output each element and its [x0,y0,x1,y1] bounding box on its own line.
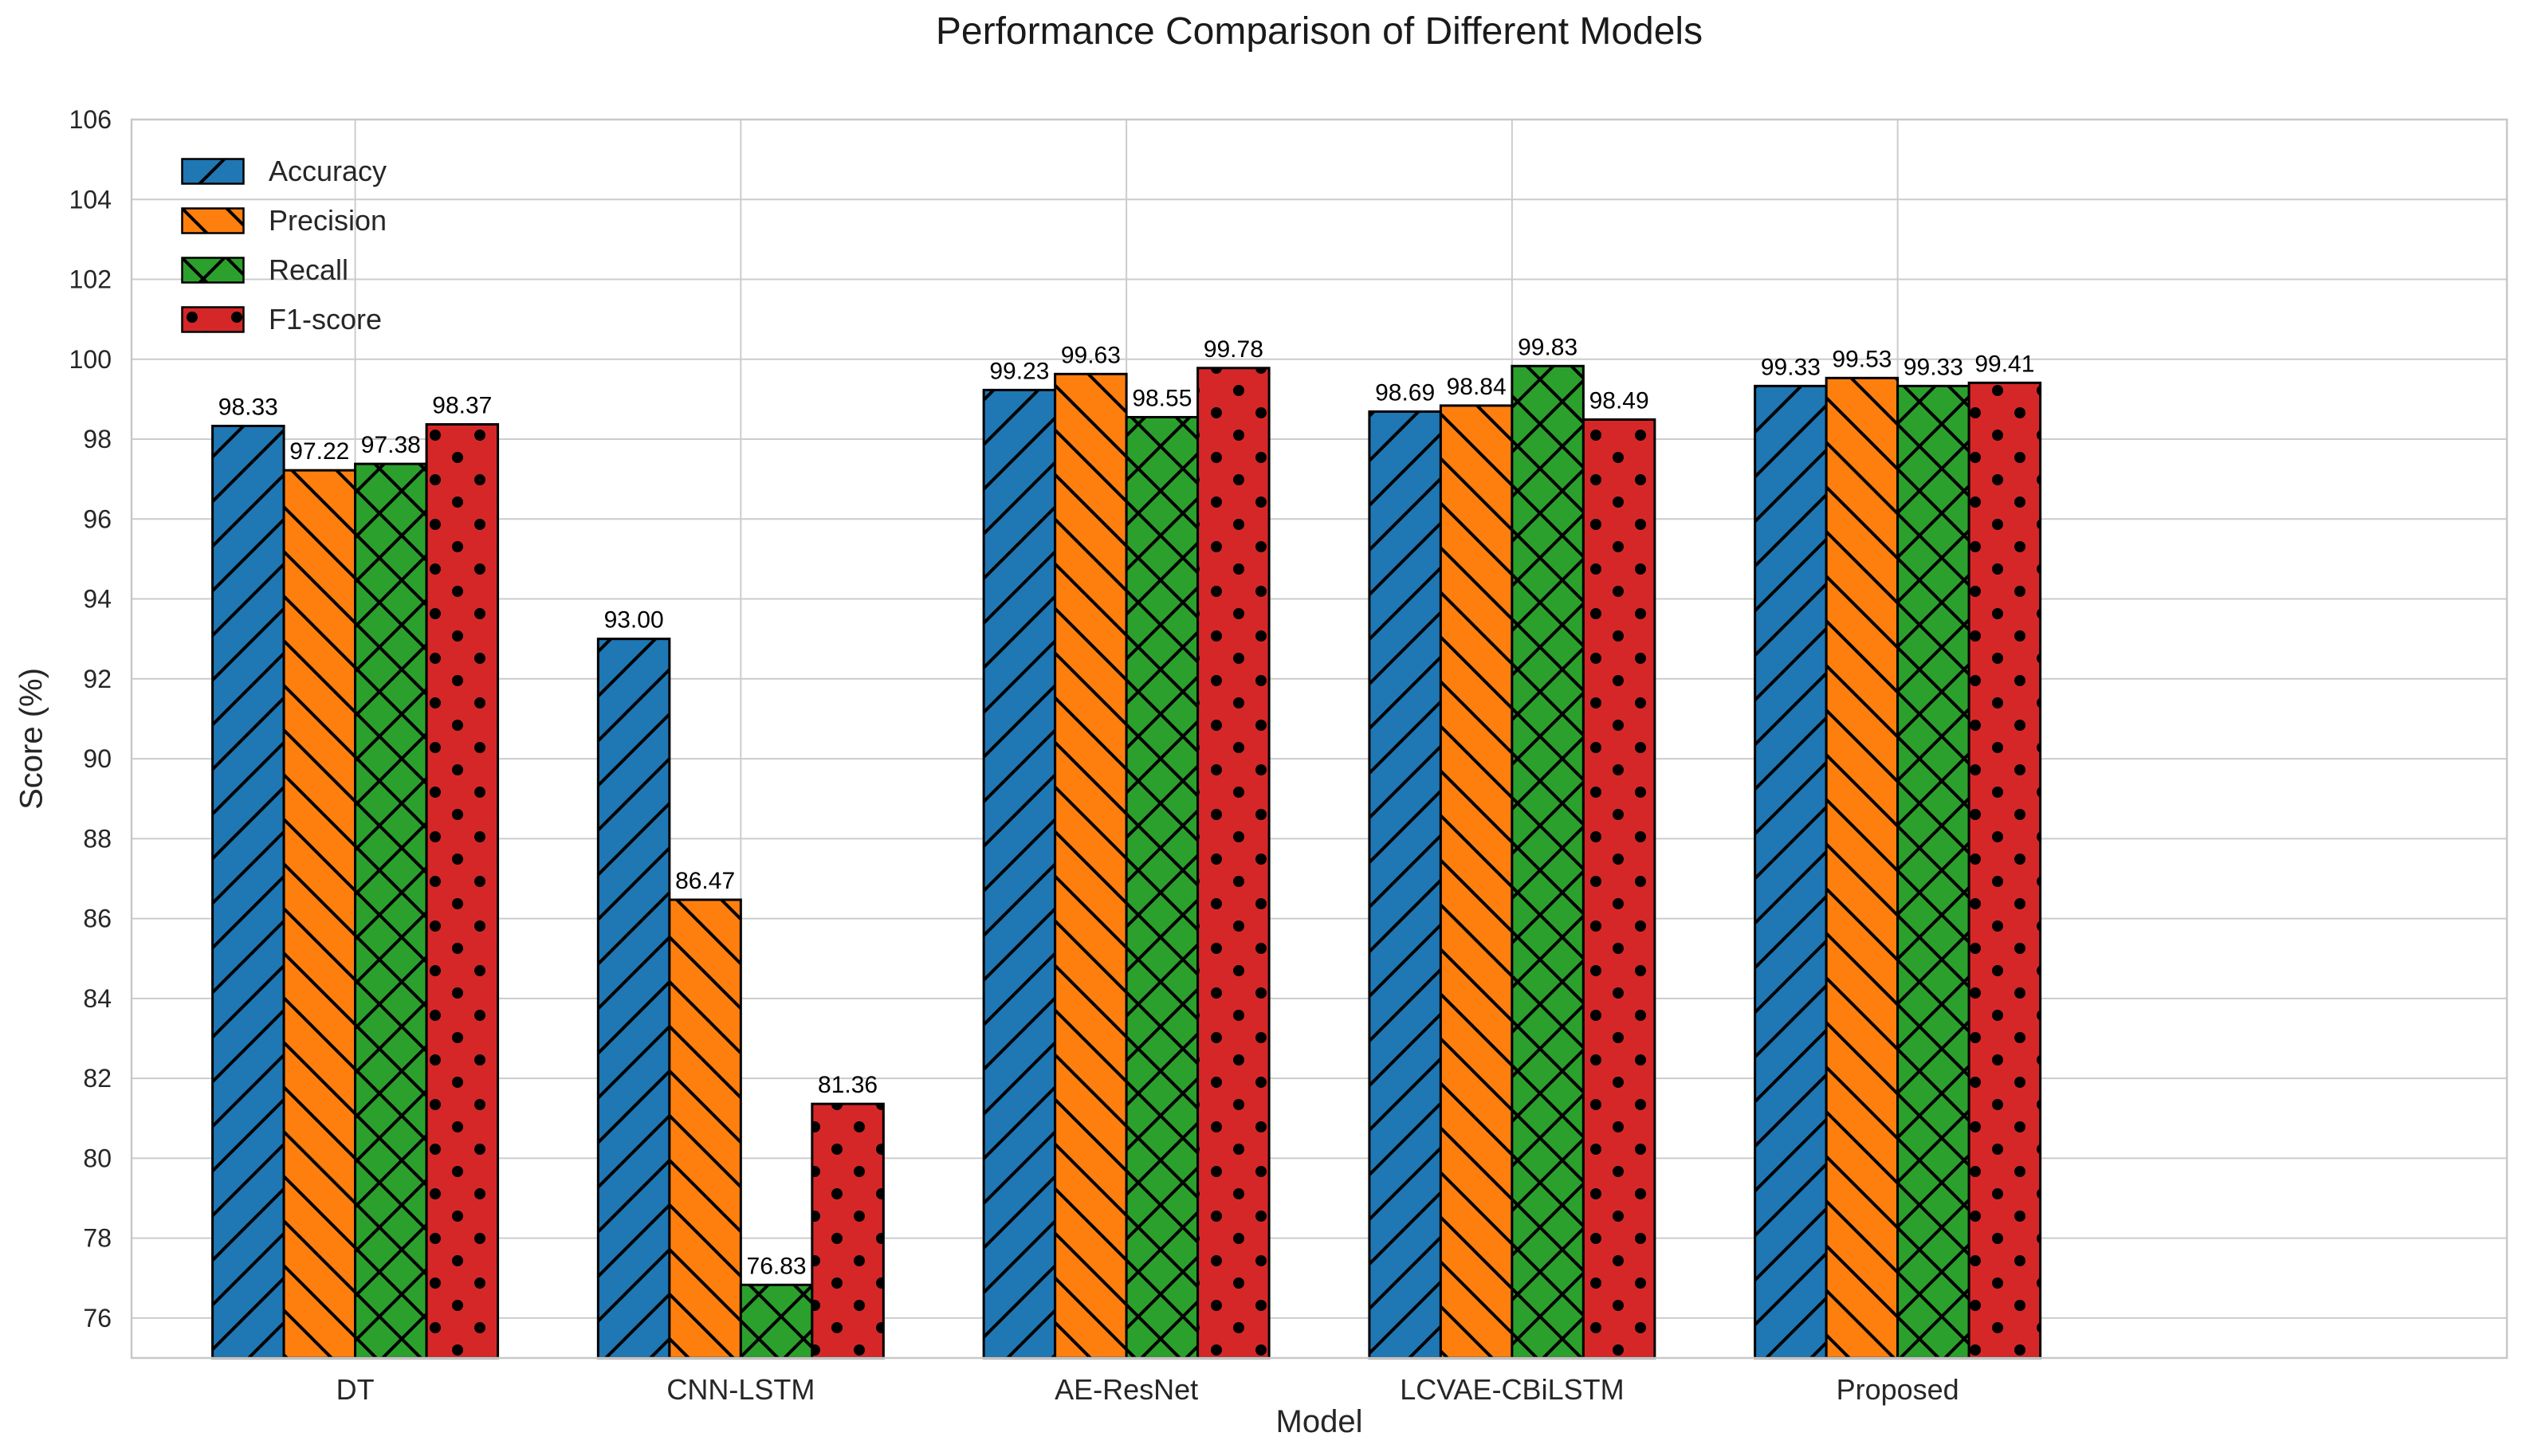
x-tick-label: CNN-LSTM [666,1373,815,1406]
value-label: 99.41 [1974,351,2034,377]
y-tick-label: 92 [83,665,112,693]
bar-recall-ae-resnet [1125,415,1200,1360]
value-label: 99.33 [1761,354,1821,380]
bar-f1-score-cnn-lstm [811,1102,885,1360]
value-label: 93.00 [604,607,664,634]
legend: Accuracy Precision Recall F1-score [181,155,387,355]
value-label: 98.33 [218,394,278,420]
y-tick-label: 100 [69,345,112,374]
bar-f1-score-lcvae-cbilstm [1581,418,1656,1360]
y-tick-label: 104 [69,185,112,214]
y-tick-label: 94 [83,585,112,614]
value-label: 97.38 [361,432,421,458]
y-tick-label: 82 [83,1064,112,1093]
value-label: 98.69 [1375,379,1435,406]
y-tick-label: 102 [69,265,112,294]
bar-recall-dt [354,462,428,1360]
legend-swatch-/-hatch-icon [181,158,245,185]
y-tick-label: 80 [83,1144,112,1172]
value-label: 98.55 [1132,385,1192,411]
bar-precision-ae-resnet [1054,372,1128,1360]
bar-f1-score-ae-resnet [1196,367,1271,1360]
bar-f1-score-dt [425,422,500,1360]
x-tick-label: AE-ResNet [1055,1373,1198,1406]
value-label: 99.63 [1061,342,1121,368]
y-tick-label: 76 [83,1304,112,1332]
legend-swatch-\-hatch-icon [181,207,245,234]
y-tick-label: 98 [83,425,112,453]
bar-recall-cnn-lstm [739,1283,814,1360]
legend-label: Precision [269,204,387,237]
bar-recall-lcvae-cbilstm [1511,364,1585,1360]
bar-accuracy-dt [211,424,285,1360]
bar-recall-proposed [1896,384,1970,1360]
value-label: 99.33 [1904,354,1963,380]
chart-title: Performance Comparison of Different Mode… [935,10,1703,53]
bar-precision-proposed [1825,376,1900,1360]
value-label: 98.84 [1447,374,1507,400]
y-tick-label: 84 [83,984,112,1013]
legend-label: F1-score [269,303,383,336]
y-tick-label: 78 [83,1224,112,1253]
legend-item-f1-score: F1-score [181,303,387,336]
legend-item-recall: Recall [181,253,387,286]
y-tick-label: 96 [83,504,112,533]
value-label: 99.83 [1518,334,1577,360]
legend-item-precision: Precision [181,204,387,237]
legend-label: Accuracy [269,155,387,187]
value-label: 81.36 [818,1072,878,1098]
value-label: 99.23 [989,358,1049,384]
legend-swatch-.-hatch-icon [181,306,245,333]
bar-precision-dt [282,469,357,1360]
bar-accuracy-cnn-lstm [596,638,671,1360]
y-tick-label: 106 [69,105,112,134]
x-tick-label: Proposed [1837,1373,1959,1406]
plot-frame [130,118,2509,1360]
value-label: 97.22 [289,438,349,465]
value-label: 86.47 [675,868,735,894]
x-tick-label: DT [336,1373,375,1406]
value-label: 99.53 [1832,346,1892,372]
bar-precision-lcvae-cbilstm [1439,404,1514,1360]
bar-precision-cnn-lstm [668,898,742,1360]
x-axis-label: Model [1275,1404,1363,1439]
bar-accuracy-proposed [1754,384,1828,1360]
y-tick-label: 86 [83,905,112,933]
bar-accuracy-ae-resnet [982,388,1057,1360]
value-label: 76.83 [747,1253,807,1279]
legend-label: Recall [269,253,349,286]
x-tick-label: LCVAE-CBiLSTM [1400,1373,1624,1406]
legend-item-accuracy: Accuracy [181,155,387,187]
legend-swatch-x-hatch-icon [181,257,245,284]
value-label: 99.78 [1204,336,1263,363]
bar-accuracy-lcvae-cbilstm [1368,410,1442,1360]
bar-f1-score-proposed [1967,381,2042,1360]
y-tick-label: 88 [83,824,112,853]
y-tick-label: 90 [83,744,112,773]
value-label: 98.49 [1589,387,1649,414]
value-label: 98.37 [432,392,492,418]
